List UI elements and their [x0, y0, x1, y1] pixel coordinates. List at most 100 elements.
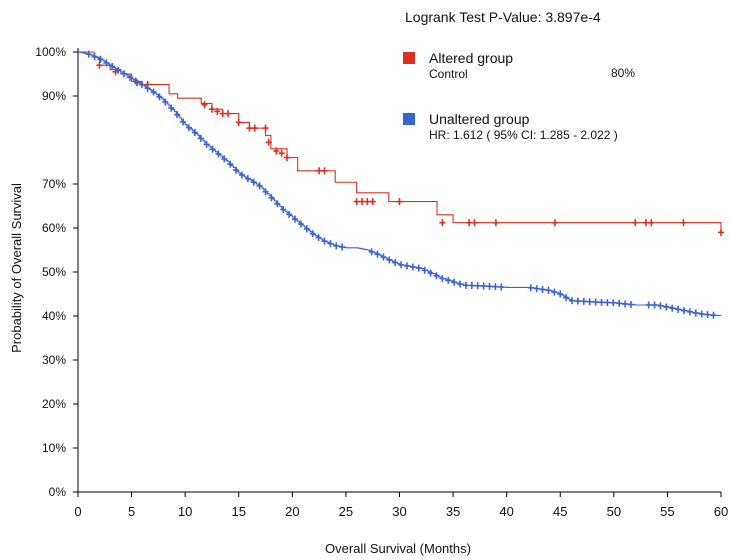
altered-censor-mark: [632, 219, 639, 227]
unaltered-censor-mark: [480, 282, 487, 290]
unaltered-censor-mark: [610, 299, 617, 307]
legend-sublabel-unaltered: HR: 1.612 ( 95% CI: 1.285 - 2.022 ): [429, 128, 618, 142]
altered-censor-mark: [466, 219, 473, 227]
unaltered-censor-mark: [197, 134, 204, 142]
y-tick-label: 30%: [42, 353, 66, 367]
unaltered-censor-mark: [457, 280, 464, 288]
unaltered-censor-mark: [250, 178, 257, 186]
altered-censor-mark: [321, 167, 328, 175]
unaltered-censor-mark: [174, 111, 181, 119]
altered-censor-mark: [551, 219, 558, 227]
unaltered-censor-mark: [415, 264, 422, 272]
unaltered-censor-mark: [238, 171, 245, 179]
unaltered-censor-mark: [132, 77, 139, 85]
altered-censor-mark: [235, 118, 242, 126]
unaltered-censor-mark: [274, 200, 281, 208]
unaltered-censor-mark: [616, 299, 623, 307]
unaltered-censor-mark: [675, 305, 682, 313]
unaltered-censor-mark: [374, 250, 381, 258]
unaltered-censor-mark: [669, 304, 676, 312]
altered-censor-mark: [262, 124, 269, 132]
altered-censor-mark: [225, 110, 232, 118]
unaltered-censor-mark: [339, 243, 346, 251]
altered-censor-mark: [396, 198, 403, 206]
y-tick-label: 100%: [35, 45, 66, 59]
unaltered-censor-mark: [156, 93, 163, 101]
unaltered-censor-mark: [451, 278, 458, 286]
unaltered-censor-mark: [162, 98, 169, 106]
unaltered-censor-mark: [580, 297, 587, 305]
unaltered-censor-mark: [109, 63, 116, 71]
legend-label-unaltered: Unaltered group: [429, 111, 530, 127]
unaltered-censor-mark: [268, 194, 275, 202]
unaltered-censor-mark: [227, 160, 234, 168]
unaltered-censor-mark: [433, 272, 440, 280]
unaltered-censor-mark: [327, 240, 334, 248]
unaltered-censor-mark: [303, 225, 310, 233]
unaltered-censor-mark: [380, 253, 387, 261]
unaltered-censor-mark: [392, 259, 399, 267]
unaltered-censor-mark: [592, 298, 599, 306]
unaltered-censor-mark: [498, 283, 505, 291]
altered-censor-mark: [316, 167, 323, 175]
unaltered-censor-mark: [280, 206, 287, 214]
altered-censor-mark: [214, 107, 221, 115]
unaltered-censor-mark: [586, 298, 593, 306]
unaltered-censor-mark: [309, 230, 316, 238]
altered-censor-mark: [219, 110, 226, 118]
x-tick-label: 20: [285, 504, 299, 519]
unaltered-censor-mark: [686, 308, 693, 316]
unaltered-censor-mark: [574, 297, 581, 305]
x-tick-label: 45: [553, 504, 567, 519]
unaltered-censor-mark: [215, 150, 222, 158]
x-tick-label: 10: [178, 504, 192, 519]
x-tick-label: 50: [607, 504, 621, 519]
unaltered-censor-mark: [551, 288, 558, 296]
unaltered-censor-mark: [386, 256, 393, 264]
altered-censor-mark: [439, 219, 446, 227]
x-tick-label: 15: [232, 504, 246, 519]
unaltered-censor-mark: [138, 81, 145, 89]
y-tick-label: 60%: [42, 221, 66, 235]
altered-censor-mark: [680, 219, 687, 227]
altered-censor-mark: [358, 198, 365, 206]
altered-censor-mark: [718, 228, 724, 236]
altered-censor-mark: [648, 219, 655, 227]
unaltered-censor-mark: [439, 275, 446, 283]
unaltered-censor-mark: [445, 276, 452, 284]
unaltered-censor-mark: [409, 263, 416, 271]
altered-censor-mark: [353, 198, 360, 206]
legend-label-altered: Altered group: [429, 50, 513, 66]
altered-censor-mark: [265, 138, 272, 146]
unaltered-censor-mark: [121, 70, 128, 78]
unaltered-censor-mark: [539, 285, 546, 293]
unaltered-censor-mark: [569, 297, 576, 305]
x-tick-label: 55: [660, 504, 674, 519]
unaltered-censor-mark: [85, 50, 92, 58]
unaltered-censor-mark: [563, 294, 570, 302]
altered-censor-mark: [278, 149, 285, 157]
unaltered-censor-mark: [692, 309, 699, 317]
unaltered-censor-mark: [598, 298, 605, 306]
unaltered-censor-mark: [233, 166, 240, 174]
unaltered-censor-mark: [462, 281, 469, 289]
unaltered-censor-mark: [645, 301, 652, 309]
unaltered-censor-mark: [209, 145, 216, 153]
altered-censor-mark: [96, 61, 103, 69]
x-tick-label: 60: [714, 504, 728, 519]
unaltered-censor-mark: [557, 290, 564, 298]
altered-survival-line: [78, 51, 722, 233]
y-tick-label: 10%: [42, 441, 66, 455]
unaltered-censor-mark: [710, 311, 717, 319]
unaltered-censor-mark: [168, 104, 175, 112]
unaltered-censor-mark: [421, 266, 428, 274]
unaltered-censor-mark: [492, 283, 499, 291]
x-tick-label: 40: [499, 504, 513, 519]
unaltered-censor-mark: [126, 73, 133, 81]
unaltered-censor-mark: [427, 269, 434, 277]
unaltered-censor-mark: [256, 182, 263, 190]
x-tick-label: 5: [128, 504, 135, 519]
legend-sublabel-altered: Control: [429, 67, 468, 81]
altered-censor-mark: [471, 219, 478, 227]
